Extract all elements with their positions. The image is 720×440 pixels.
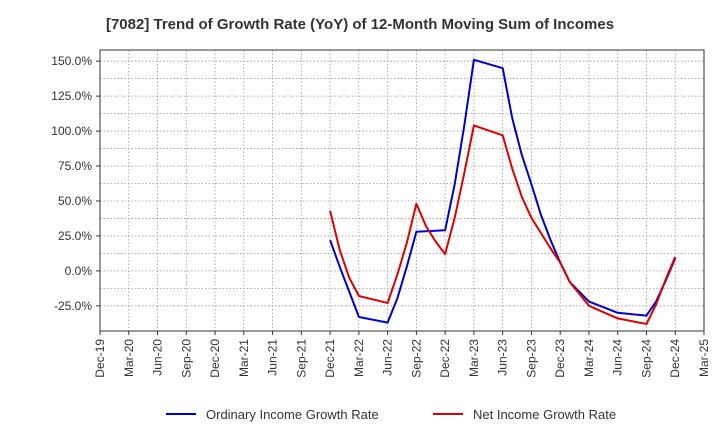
x-tick-label: Sep-22 (409, 339, 423, 378)
chart-title: [7082] Trend of Growth Rate (YoY) of 12-… (105, 16, 615, 33)
y-tick-label: -25.0% (54, 299, 92, 313)
x-tick-label: Mar-21 (237, 339, 251, 377)
x-tick-label: Dec-24 (668, 339, 682, 378)
x-tick-label: Jun-21 (266, 339, 280, 376)
plot-frame (99, 49, 705, 332)
x-tick-label: Dec-19 (93, 339, 107, 378)
series-line-net-income (329, 124, 677, 325)
x-tick-label: Jun-20 (151, 339, 165, 376)
x-tick-label: Jun-24 (611, 339, 625, 376)
y-tick-label: 25.0% (58, 229, 92, 243)
x-tick-label: Sep-20 (179, 339, 193, 378)
x-tick-label: Dec-22 (438, 339, 452, 378)
y-tick-label: 0.0% (65, 264, 93, 278)
x-tick-label: Mar-22 (352, 339, 366, 377)
x-tick-label: Jun-23 (496, 339, 510, 376)
x-tick-label: Dec-20 (208, 339, 222, 378)
x-tick-label: Dec-23 (553, 339, 567, 378)
x-tick-label: Sep-24 (639, 339, 653, 378)
series-line-ordinary-income (329, 58, 677, 324)
legend-label: Net Income Growth Rate (473, 407, 616, 422)
y-tick-label: 100.0% (51, 124, 92, 138)
x-tick-label: Mar-24 (582, 339, 596, 377)
x-tick-label: Mar-25 (697, 339, 711, 377)
y-tick-label: 150.0% (51, 54, 92, 68)
x-tick-label: Mar-23 (467, 339, 481, 377)
x-tick-label: Sep-23 (524, 339, 538, 378)
legend-label: Ordinary Income Growth Rate (206, 407, 379, 422)
y-tick-label: 50.0% (58, 194, 92, 208)
x-tick-label: Jun-22 (381, 339, 395, 376)
x-tick-label: Mar-20 (122, 339, 136, 377)
y-tick-label: 75.0% (58, 159, 92, 173)
x-tick-label: Sep-21 (294, 339, 308, 378)
y-tick-label: 125.0% (51, 89, 92, 103)
x-tick-label: Dec-21 (323, 339, 337, 378)
